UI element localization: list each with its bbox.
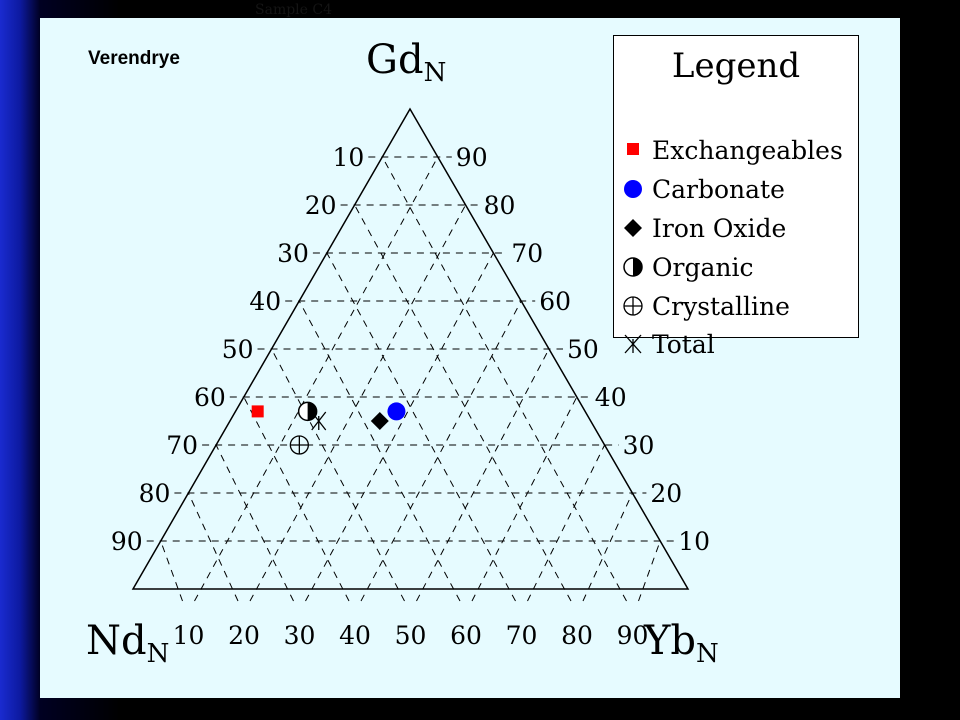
bottom-tick-label: 20 xyxy=(228,621,260,650)
asterisk-icon xyxy=(624,334,642,354)
grid-line-nd xyxy=(298,300,461,602)
bottom-tick-label: 40 xyxy=(339,621,371,650)
grid-line-nd xyxy=(215,444,294,602)
grid-line-nd xyxy=(160,540,183,602)
point-total xyxy=(311,411,327,431)
legend-item-exchangeables: Exchangeables xyxy=(620,132,843,168)
red-square-icon xyxy=(627,143,639,155)
ternary-grid xyxy=(146,156,675,602)
left-tick-label: 50 xyxy=(222,335,254,364)
data-points xyxy=(251,401,406,455)
legend-label-crystalline: Crystalline xyxy=(652,291,790,321)
bottom-tick-label: 30 xyxy=(284,621,316,650)
left-tick-label: 20 xyxy=(305,191,337,220)
grid-line-yb xyxy=(582,492,633,602)
legend-title: Legend xyxy=(671,46,801,86)
legend-label-exchangeables: Exchangeables xyxy=(652,135,843,165)
left-tick-label: 60 xyxy=(194,383,226,412)
ternary-triangle-outline xyxy=(131,107,690,590)
grid-line-nd xyxy=(326,252,516,602)
grid-line-nd xyxy=(381,156,627,602)
apex-label-gd: GdN xyxy=(366,37,446,88)
grid-line-yb xyxy=(194,156,439,602)
half-filled-circle-icon xyxy=(623,257,643,277)
legend-item-crystalline: Crystalline xyxy=(620,288,790,324)
bottom-tick-label: 50 xyxy=(395,621,427,650)
grid-line-nd xyxy=(354,204,572,602)
grid-line-nd xyxy=(187,492,239,602)
right-tick-label: 30 xyxy=(623,431,655,460)
point-crystalline xyxy=(289,435,310,455)
legend-item-total: Total xyxy=(620,326,715,362)
tick-labels: 10 90 10 20 80 20 30 70 30 40 60 40 50 50 50 60 40 60 70 30… xyxy=(111,143,710,650)
blue-circle-icon xyxy=(624,180,642,198)
legend-item-carbonate: Carbonate xyxy=(620,171,785,207)
right-tick-label: 50 xyxy=(567,335,599,364)
grid-line-yb xyxy=(249,204,467,602)
legend-item-organic: Organic xyxy=(620,249,753,285)
grid-line-nd xyxy=(243,396,350,602)
left-tick-label: 80 xyxy=(139,479,171,508)
apex-label-nd: NdN xyxy=(86,618,169,669)
crossed-circle-icon xyxy=(623,296,643,316)
grid-line-yb xyxy=(360,300,522,602)
bottom-tick-label: 60 xyxy=(450,621,482,650)
legend-item-iron-oxide: Iron Oxide xyxy=(620,210,786,246)
legend: Legend Exchangeables Carbonate Iron Oxid… xyxy=(613,35,859,359)
right-tick-label: 40 xyxy=(595,383,627,412)
left-tick-label: 90 xyxy=(111,527,143,556)
grid-line-yb xyxy=(638,540,661,602)
legend-label-iron-oxide: Iron Oxide xyxy=(652,213,787,243)
legend-label-organic: Organic xyxy=(652,252,754,282)
point-iron-oxide xyxy=(370,412,389,430)
grid-line-yb xyxy=(416,348,550,602)
right-tick-label: 60 xyxy=(539,287,571,316)
bottom-tick-label: 10 xyxy=(173,621,205,650)
bottom-tick-label: 70 xyxy=(506,621,538,650)
grid-line-yb xyxy=(305,252,494,602)
left-tick-label: 70 xyxy=(166,431,198,460)
left-tick-label: 30 xyxy=(277,239,309,268)
point-exchangeables xyxy=(251,405,264,418)
legend-label-carbonate: Carbonate xyxy=(652,174,785,204)
grid-line-nd xyxy=(271,348,405,602)
right-tick-label: 80 xyxy=(484,191,516,220)
right-tick-label: 70 xyxy=(511,239,543,268)
bottom-tick-label: 80 xyxy=(561,621,593,650)
point-carbonate xyxy=(387,402,406,421)
apex-label-yb: YbN xyxy=(643,618,719,669)
point-organic xyxy=(297,401,318,422)
grid-line-yb xyxy=(527,444,606,602)
ternary-plot: 10 90 10 20 80 20 30 70 30 40 60 40 50 50 50 60 40 60 70 30… xyxy=(86,37,719,669)
right-tick-label: 20 xyxy=(650,479,682,508)
slide-title: Sample C4 xyxy=(255,2,333,18)
right-tick-label: 90 xyxy=(456,143,488,172)
grid-line-yb xyxy=(471,396,578,602)
right-tick-label: 10 xyxy=(678,527,710,556)
left-tick-label: 40 xyxy=(249,287,281,316)
black-diamond-icon xyxy=(624,219,642,237)
legend-label-total: Total xyxy=(652,329,715,359)
site-label: Verendrye xyxy=(88,48,180,69)
left-tick-label: 10 xyxy=(332,143,364,172)
vertex-labels: GdN NdN YbN xyxy=(86,37,719,669)
bottom-tick-label: 90 xyxy=(617,621,649,650)
